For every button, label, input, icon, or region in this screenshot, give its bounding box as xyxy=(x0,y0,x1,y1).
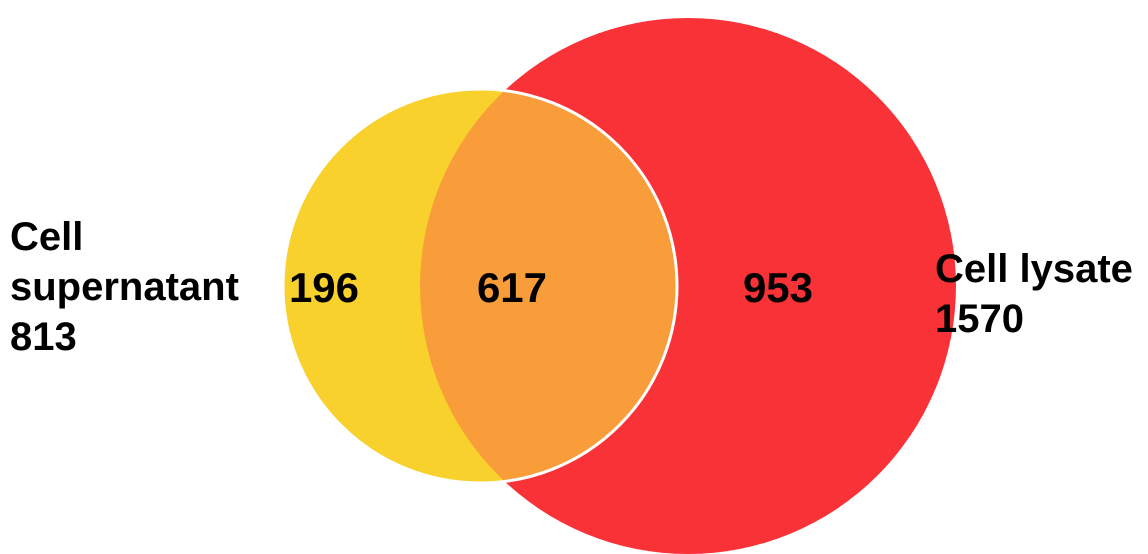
overlap-count: 617 xyxy=(477,264,547,311)
lysate-total: 1570 xyxy=(935,297,1024,341)
supernatant-set-label: Cell supernatant 813 xyxy=(10,212,239,362)
supernatant-outline xyxy=(281,87,679,485)
lysate-only-count: 953 xyxy=(743,264,813,311)
supernatant-name-line1: Cell xyxy=(10,215,84,259)
lysate-set-label: Cell lysate 1570 xyxy=(935,244,1133,344)
supernatant-total: 813 xyxy=(10,315,77,359)
supernatant-only-count: 196 xyxy=(289,264,359,311)
overlap-region xyxy=(420,89,677,483)
lysate-name: Cell lysate xyxy=(935,247,1133,291)
supernatant-name-line2: supernatant xyxy=(10,265,239,309)
